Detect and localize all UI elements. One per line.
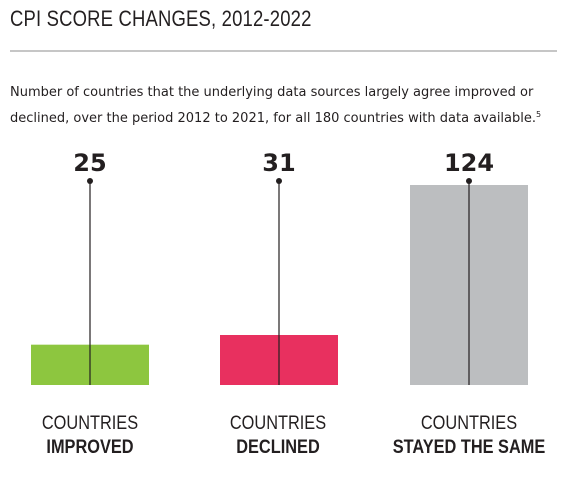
leader-dot-declined [276, 178, 282, 184]
category-line-1: COUNTRIES [41, 413, 139, 434]
value-label-improved: 25 [73, 149, 106, 177]
category-label-improved: COUNTRIES IMPROVED [0, 412, 180, 460]
category-line-1: COUNTRIES [420, 413, 518, 434]
category-line-2: DECLINED [236, 437, 320, 458]
subtitle-text: Number of countries that the underlying … [10, 85, 537, 126]
leader-dot-stayed-same [466, 178, 472, 184]
category-line-2: IMPROVED [46, 437, 134, 458]
leader-dot-improved [87, 178, 93, 184]
category-line-1: COUNTRIES [229, 413, 327, 434]
chart-title: CPI SCORE CHANGES, 2012-2022 [10, 6, 312, 31]
title-divider [10, 50, 557, 52]
value-label-declined: 31 [262, 149, 295, 177]
value-label-stayed-same: 124 [444, 149, 494, 177]
category-label-stayed-same: COUNTRIES STAYED THE SAME [379, 412, 559, 460]
category-label-declined: COUNTRIES DECLINED [188, 412, 368, 460]
chart-subtitle: Number of countries that the underlying … [10, 82, 555, 130]
footnote-marker: 5 [536, 110, 542, 119]
category-line-2: STAYED THE SAME [392, 437, 546, 458]
